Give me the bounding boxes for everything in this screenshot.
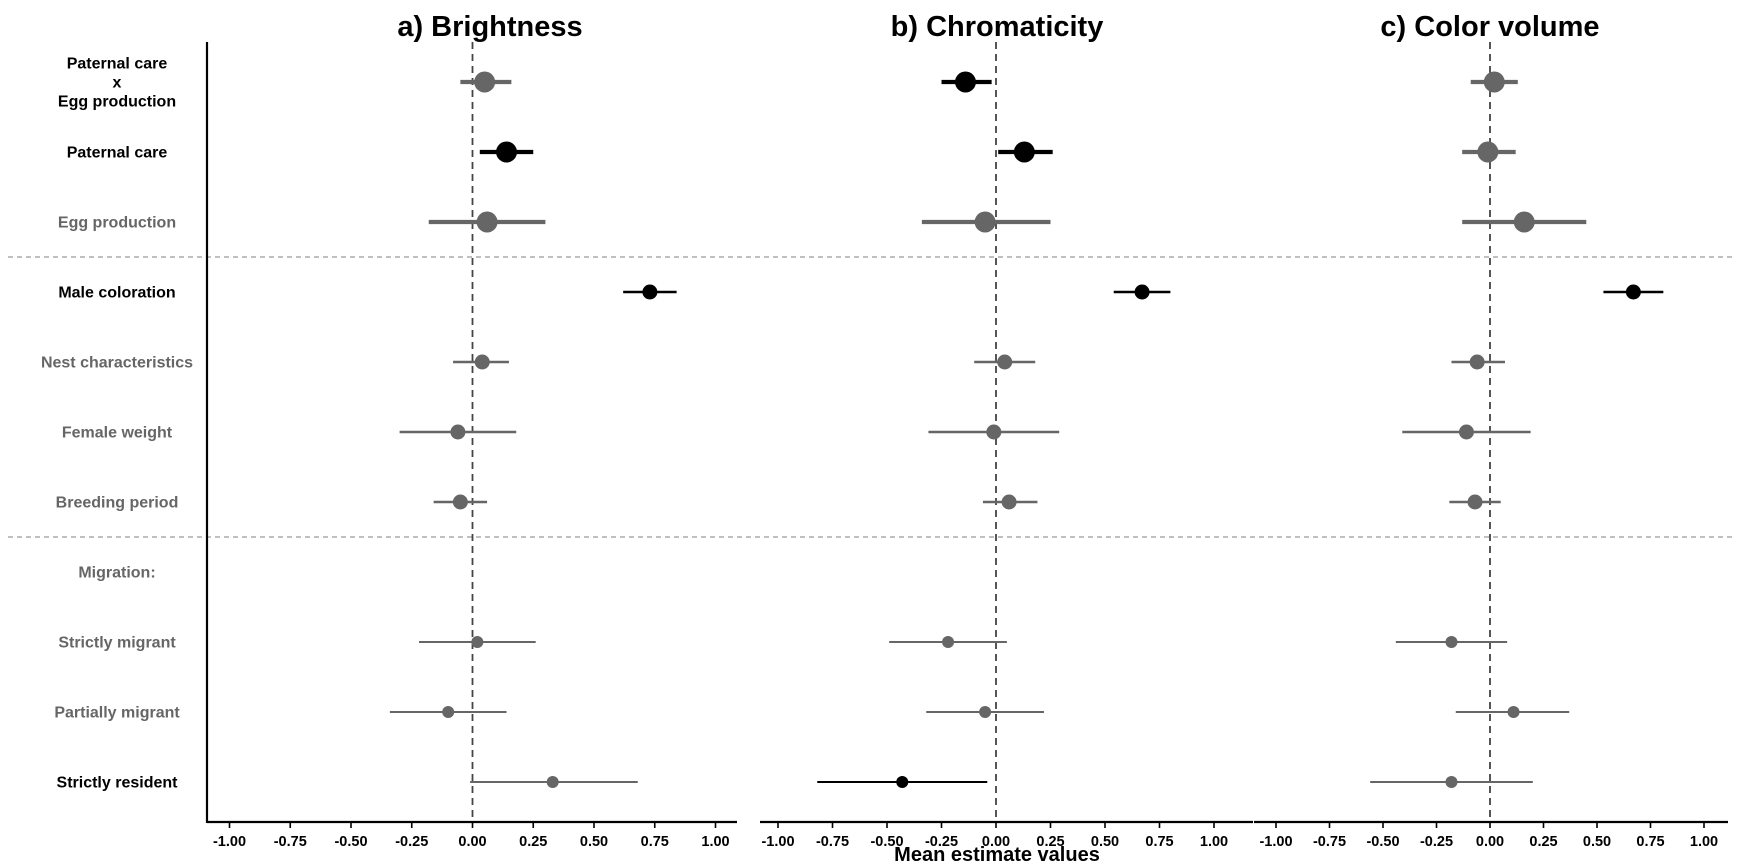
row-label-strictly_resident: Strictly resident [57, 775, 179, 792]
x-tick-label-0-4: 0.00 [458, 834, 486, 850]
row-label-migration_header: Migration: [78, 565, 155, 582]
estimate-point-0-breeding_period [453, 495, 468, 510]
row-label-nest_characteristics: Nest characteristics [41, 355, 193, 372]
row-label-care_x_egg-line-1: x [113, 75, 122, 92]
row-label-breeding_period: Breeding period [56, 495, 179, 512]
x-tick-label-2-7: 0.75 [1636, 834, 1664, 850]
x-tick-label-2-1: -0.75 [1313, 834, 1346, 850]
estimate-point-0-care_x_egg [474, 72, 495, 93]
x-tick-label-1-7: 0.75 [1145, 834, 1173, 850]
estimate-point-1-strictly_migrant [942, 636, 954, 648]
estimate-point-1-care_x_egg [955, 72, 976, 93]
panel-title-2: c) Color volume [1380, 11, 1599, 43]
estimate-point-0-male_coloration [642, 285, 657, 300]
estimate-point-1-breeding_period [1002, 495, 1017, 510]
panel-0: a) Brightness -1.00 -0.75 -0.50 -0.25 0.00 0.2… [207, 11, 737, 850]
estimate-point-1-nest_characteristics [997, 355, 1012, 370]
estimate-point-2-strictly_migrant [1445, 636, 1457, 648]
row-label-care_x_egg-line-2: Egg production [58, 94, 176, 111]
estimate-point-1-strictly_resident [896, 776, 908, 788]
estimate-point-0-egg_production [477, 212, 498, 233]
row-label-partially_migrant: Partially migrant [54, 705, 180, 722]
estimate-point-2-paternal_care [1477, 142, 1498, 163]
x-tick-label-0-8: 1.00 [701, 834, 729, 850]
x-tick-label-0-7: 0.75 [641, 834, 669, 850]
estimate-point-1-paternal_care [1014, 142, 1035, 163]
row-label-care_x_egg-line-0: Paternal care [67, 56, 168, 73]
estimate-point-2-partially_migrant [1508, 706, 1520, 718]
estimate-point-0-strictly_resident [547, 776, 559, 788]
estimate-point-0-female_weight [450, 425, 465, 440]
estimate-point-2-male_coloration [1626, 285, 1641, 300]
x-tick-label-0-6: 0.50 [580, 834, 608, 850]
x-tick-label-1-0: -1.00 [761, 834, 794, 850]
estimate-point-0-paternal_care [496, 142, 517, 163]
estimate-point-0-nest_characteristics [475, 355, 490, 370]
row-label-strictly_migrant: Strictly migrant [58, 635, 176, 652]
x-tick-label-2-4: 0.00 [1476, 834, 1504, 850]
x-tick-label-0-1: -0.75 [274, 834, 307, 850]
panel-title-0: a) Brightness [397, 11, 582, 43]
x-tick-label-0-0: -1.00 [213, 834, 246, 850]
x-tick-label-0-5: 0.25 [519, 834, 547, 850]
panel-title-1: b) Chromaticity [891, 11, 1104, 43]
row-label-paternal_care: Paternal care [67, 145, 168, 162]
estimate-point-1-egg_production [975, 212, 996, 233]
x-tick-label-0-2: -0.50 [334, 834, 367, 850]
row-label-male_coloration: Male coloration [58, 285, 175, 302]
estimate-point-2-egg_production [1514, 212, 1535, 233]
panel-1: b) Chromaticity-1.00 -0.75 -0.50 -0.25 0.00 0… [760, 11, 1253, 850]
x-tick-label-2-0: -1.00 [1259, 834, 1292, 850]
x-tick-label-1-1: -0.75 [816, 834, 849, 850]
estimate-point-2-strictly_resident [1445, 776, 1457, 788]
x-tick-label-2-2: -0.50 [1366, 834, 1399, 850]
estimate-point-1-female_weight [986, 425, 1001, 440]
panels: a) Brightness -1.00 -0.75 -0.50 -0.25 0.00 0.2… [207, 11, 1728, 850]
row-label-egg_production: Egg production [58, 215, 176, 232]
estimate-point-2-nest_characteristics [1470, 355, 1485, 370]
x-tick-label-2-8: 1.00 [1690, 834, 1718, 850]
x-tick-label-2-6: 0.50 [1583, 834, 1611, 850]
estimate-point-1-partially_migrant [979, 706, 991, 718]
estimate-point-2-breeding_period [1468, 495, 1483, 510]
estimate-point-2-care_x_egg [1484, 72, 1505, 93]
estimate-point-0-strictly_migrant [471, 636, 483, 648]
panel-2: c) Color volume -1.00 -0.75 -0.50 -0.25 0.00 0… [1254, 11, 1728, 850]
x-axis-title: Mean estimate values [894, 844, 1100, 866]
estimate-point-2-female_weight [1459, 425, 1474, 440]
estimate-point-1-male_coloration [1135, 285, 1150, 300]
estimate-point-0-partially_migrant [442, 706, 454, 718]
x-tick-label-0-3: -0.25 [395, 834, 428, 850]
x-tick-label-1-8: 1.00 [1200, 834, 1228, 850]
row-label-female_weight: Female weight [62, 425, 173, 442]
row-labels: Paternal care x Egg production Paternal car… [41, 56, 193, 792]
x-tick-label-2-3: -0.25 [1420, 834, 1453, 850]
x-tick-label-2-5: 0.25 [1529, 834, 1557, 850]
